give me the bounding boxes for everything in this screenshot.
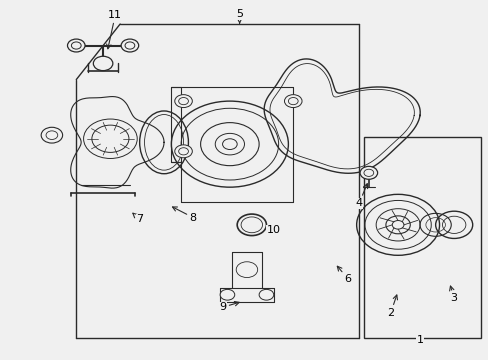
Text: 1: 1	[416, 334, 423, 345]
Circle shape	[93, 56, 113, 71]
Circle shape	[174, 95, 192, 108]
Text: 5: 5	[236, 9, 243, 23]
Circle shape	[121, 39, 139, 52]
Circle shape	[284, 95, 302, 108]
Text: 10: 10	[266, 225, 280, 235]
Bar	[363, 137, 480, 338]
Circle shape	[67, 39, 85, 52]
Text: 7: 7	[133, 213, 143, 224]
Text: 9: 9	[219, 301, 239, 312]
Text: 4: 4	[355, 184, 367, 208]
Text: 2: 2	[386, 295, 397, 318]
Text: 11: 11	[106, 10, 122, 49]
Circle shape	[174, 145, 192, 158]
Text: 3: 3	[448, 286, 457, 303]
Text: 6: 6	[337, 266, 351, 284]
Circle shape	[359, 166, 377, 179]
Circle shape	[41, 127, 62, 143]
Circle shape	[259, 289, 273, 300]
Circle shape	[220, 289, 234, 300]
Text: 8: 8	[172, 207, 197, 222]
